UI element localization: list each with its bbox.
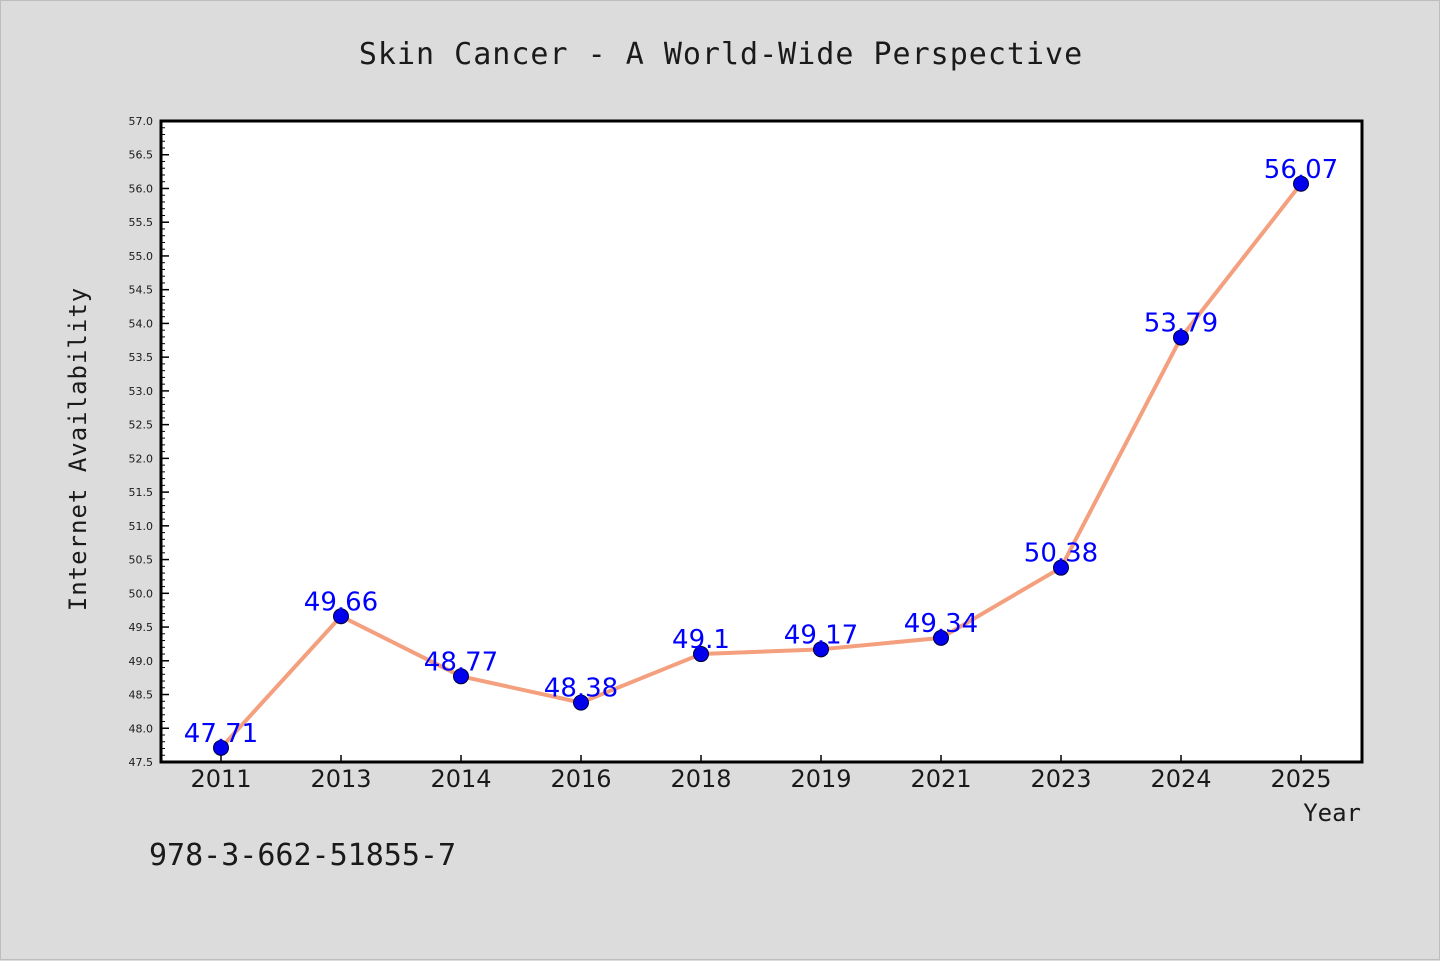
y-tick-label: 47.5 — [129, 756, 154, 769]
y-tick-label: 50.5 — [129, 554, 154, 567]
y-tick-label: 56.0 — [129, 182, 154, 195]
data-label: 48.38 — [544, 674, 618, 704]
data-label: 49.34 — [904, 609, 978, 639]
data-point — [1173, 329, 1189, 346]
data-label: 49.1 — [672, 625, 730, 655]
data-label: 47.71 — [184, 719, 258, 749]
x-tick-label: 2019 — [790, 765, 851, 793]
y-axis-ticks: 47.5 48.0 48.5 49.0 49.5 50.0 50.5 51.0 51.5 52.0… — [129, 115, 169, 769]
data-point — [213, 739, 229, 756]
y-tick-label: 52.0 — [129, 452, 154, 465]
x-tick-label: 2011 — [190, 765, 251, 793]
y-tick-label: 49.0 — [129, 655, 154, 668]
x-tick-label: 2024 — [1150, 765, 1211, 793]
y-tick-label: 57.0 — [129, 115, 154, 128]
data-point — [693, 646, 709, 663]
data-label: 50.38 — [1024, 539, 1098, 569]
series-line — [219, 181, 1303, 750]
y-tick-label: 54.0 — [129, 317, 154, 330]
y-tick-label: 56.5 — [129, 149, 154, 162]
y-tick-label: 51.0 — [129, 520, 154, 533]
x-tick-label: 2013 — [310, 765, 371, 793]
x-tick-label: 2016 — [550, 765, 611, 793]
data-label: 49.17 — [784, 620, 858, 650]
chart-title: Skin Cancer - A World-Wide Perspective — [359, 37, 1083, 72]
x-tick-label: 2014 — [430, 765, 491, 793]
series-layer: 47.71 49.66 48.77 48.38 49.1 49.17 49.34 50.38 5… — [184, 155, 1338, 756]
y-tick-label: 50.0 — [129, 587, 154, 600]
x-axis-ticks: 2011 2013 2014 2016 2018 2019 2021 2023 2024 2025 — [190, 755, 1332, 793]
data-label: 49.66 — [304, 587, 378, 617]
y-tick-label: 55.0 — [129, 250, 154, 263]
y-tick-label: 53.0 — [129, 385, 154, 398]
y-tick-label: 49.5 — [129, 621, 154, 634]
data-label: 53.79 — [1144, 309, 1218, 339]
data-point — [1293, 175, 1309, 192]
y-tick-label: 48.5 — [129, 689, 154, 702]
y-tick-label: 53.5 — [129, 351, 154, 364]
data-point — [1053, 559, 1069, 576]
y-axis-label: Internet Availability — [64, 287, 92, 611]
data-point — [333, 608, 349, 625]
y-tick-label: 55.5 — [129, 216, 154, 229]
y-tick-label: 48.0 — [129, 722, 154, 735]
data-point — [573, 694, 589, 711]
data-point — [453, 668, 469, 685]
data-label: 48.77 — [424, 647, 498, 677]
footnote-isbn: 978-3-662-51855-7 — [149, 838, 456, 873]
data-point — [813, 641, 829, 658]
plot-area — [159, 119, 1364, 764]
x-tick-label: 2023 — [1030, 765, 1091, 793]
x-tick-label: 2021 — [910, 765, 971, 793]
data-point — [933, 629, 949, 646]
x-axis-label: Year — [1303, 799, 1361, 827]
y-tick-label: 52.5 — [129, 419, 154, 432]
y-tick-label: 54.5 — [129, 284, 154, 297]
x-tick-label: 2025 — [1270, 765, 1331, 793]
data-label: 56.07 — [1264, 155, 1338, 185]
x-tick-label: 2018 — [670, 765, 731, 793]
y-tick-label: 51.5 — [129, 486, 154, 499]
